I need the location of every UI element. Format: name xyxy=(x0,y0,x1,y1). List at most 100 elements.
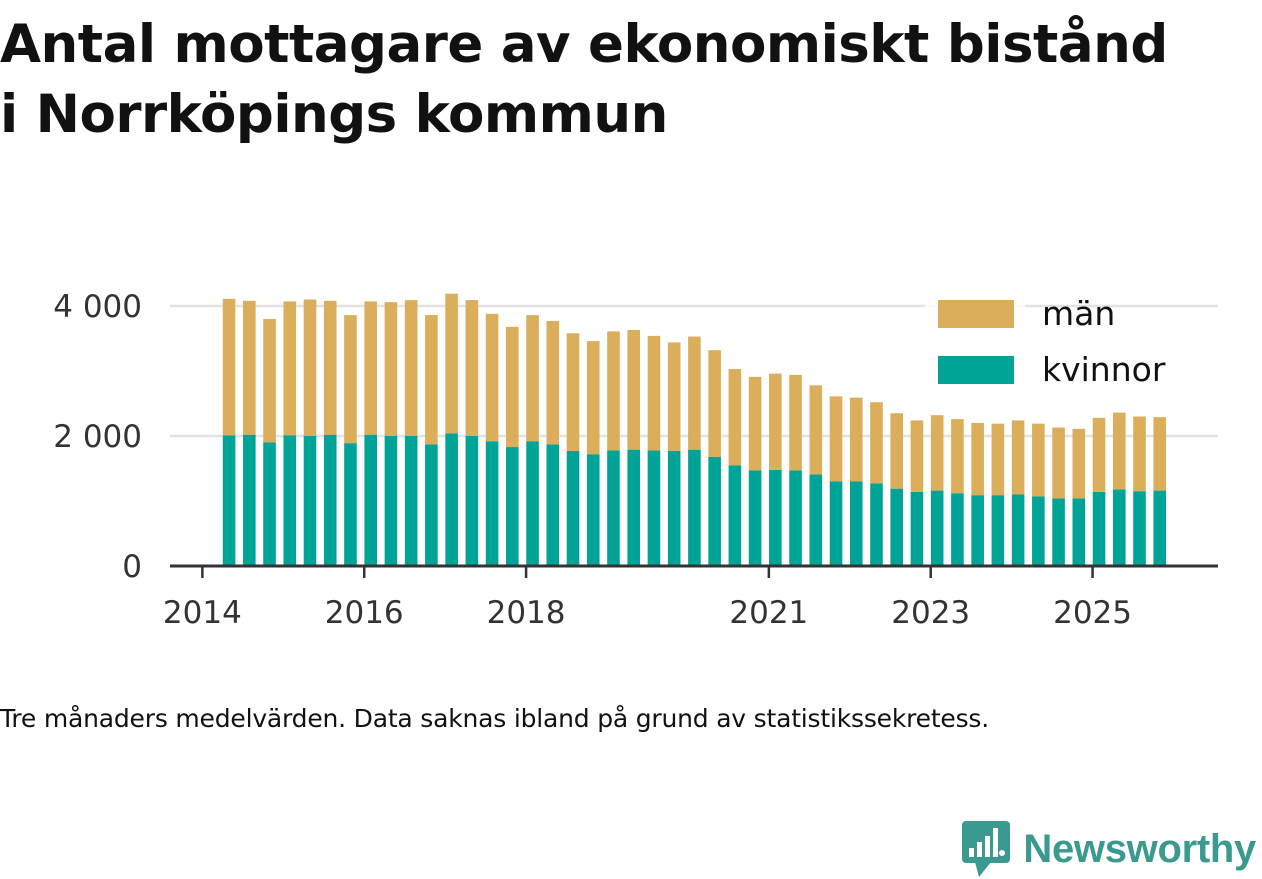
stacked-bar-chart: 0 2 000 4 000 2014 2016 2018 2021 2023 2025 män k… xyxy=(53,286,1218,631)
bar-man xyxy=(809,385,823,475)
brand-logo: Newsworthy xyxy=(961,819,1256,879)
legend-swatch-kvinnor xyxy=(938,356,1014,384)
bar-kvinnor xyxy=(870,483,883,566)
bar-man xyxy=(829,396,843,482)
bar-man xyxy=(425,315,438,445)
bar-man xyxy=(930,415,944,491)
bar-man xyxy=(769,373,782,470)
x-tick-label: 2018 xyxy=(487,595,566,631)
bar-kvinnor xyxy=(465,436,479,566)
bar-man xyxy=(526,315,539,442)
bar-kvinnor xyxy=(566,450,580,566)
bar-kvinnor xyxy=(506,447,519,566)
bar-kvinnor xyxy=(910,491,924,566)
bar-kvinnor xyxy=(1112,489,1126,566)
bar-kvinnor xyxy=(1072,498,1086,566)
bar-man xyxy=(1011,420,1025,495)
bar-kvinnor xyxy=(303,436,317,566)
y-tick-label: 2 000 xyxy=(53,419,142,455)
bar-kvinnor xyxy=(404,436,418,566)
bar-kvinnor xyxy=(323,434,337,566)
bar-man xyxy=(627,330,641,450)
bar-man xyxy=(384,302,398,436)
bar-man xyxy=(485,313,499,442)
bar-man xyxy=(465,300,479,436)
bar-man xyxy=(647,335,661,451)
legend-label: män xyxy=(1042,294,1115,333)
bar-kvinnor xyxy=(485,441,499,566)
bar-kvinnor xyxy=(688,449,701,566)
bar-kvinnor xyxy=(243,434,256,566)
bar-man xyxy=(323,300,337,435)
bar-man xyxy=(445,293,458,434)
bar-kvinnor xyxy=(445,433,458,566)
bar-man xyxy=(728,369,742,466)
bar-man xyxy=(971,423,984,496)
bar-kvinnor xyxy=(222,435,236,566)
bar-man xyxy=(849,397,863,482)
bar-kvinnor xyxy=(607,450,620,566)
bar-man xyxy=(586,341,600,455)
bar-kvinnor xyxy=(1092,491,1106,566)
legend-swatch-man xyxy=(938,300,1014,328)
x-tick-label: 2023 xyxy=(891,595,970,631)
bar-kvinnor xyxy=(991,495,1005,566)
x-tick-label: 2021 xyxy=(729,595,808,631)
bar-kvinnor xyxy=(263,442,276,566)
bar-man xyxy=(991,423,1005,496)
bar-kvinnor xyxy=(1011,494,1025,566)
bar-kvinnor xyxy=(586,454,600,566)
bar-kvinnor xyxy=(728,465,742,566)
bar-man xyxy=(748,376,762,471)
bar-kvinnor xyxy=(344,443,357,566)
y-tick-label: 0 xyxy=(122,549,142,585)
bar-man xyxy=(688,336,701,450)
bar-kvinnor xyxy=(930,490,944,566)
bar-man xyxy=(506,326,519,448)
bar-kvinnor xyxy=(809,474,823,566)
bar-kvinnor xyxy=(951,493,964,566)
bar-kvinnor xyxy=(971,495,984,566)
bar-man xyxy=(870,402,883,484)
footnote: Tre månaders medelvärden. Data saknas ib… xyxy=(0,704,989,733)
bar-kvinnor xyxy=(364,434,377,566)
bar-man xyxy=(667,342,681,451)
bar-kvinnor xyxy=(526,441,539,566)
bar-kvinnor xyxy=(1133,491,1146,566)
bar-kvinnor xyxy=(647,450,661,566)
bar-kvinnor xyxy=(283,435,297,566)
bar-man xyxy=(283,301,297,436)
bar-kvinnor xyxy=(890,488,904,566)
bar-kvinnor xyxy=(1052,498,1065,566)
bar-man xyxy=(1052,427,1065,499)
axes: 0 2 000 4 000 2014 2016 2018 2021 2023 2025 xyxy=(53,289,1218,631)
bar-man xyxy=(303,299,317,436)
bar-kvinnor xyxy=(384,436,398,566)
x-tick-label: 2016 xyxy=(325,595,404,631)
bar-man xyxy=(708,350,721,457)
bar-kvinnor xyxy=(829,481,843,566)
bar-man xyxy=(607,331,620,451)
bar-man xyxy=(890,413,904,489)
bar-kvinnor xyxy=(425,444,438,566)
bar-kvinnor xyxy=(769,469,782,566)
bar-man xyxy=(1072,428,1086,499)
bar-kvinnor xyxy=(789,470,802,566)
bar-man xyxy=(344,315,357,444)
bar-man xyxy=(263,319,276,443)
chart-title-line-1: Antal mottagare av ekonomiskt bistånd xyxy=(0,14,1168,75)
bar-kvinnor xyxy=(667,450,681,566)
bar-man xyxy=(1112,412,1126,490)
bar-man xyxy=(546,320,560,445)
chart-speech-bubble-icon xyxy=(962,821,1011,877)
chart-title: Antal mottagare av ekonomiskt bistånd i … xyxy=(0,10,1262,150)
bar-man xyxy=(789,374,802,471)
bar-man xyxy=(1153,417,1167,491)
legend-label: kvinnor xyxy=(1042,350,1166,389)
x-tick-label: 2025 xyxy=(1053,595,1132,631)
x-tick-label: 2014 xyxy=(163,595,242,631)
bar-kvinnor xyxy=(1032,496,1045,566)
bar-kvinnor xyxy=(849,481,863,566)
legend: män kvinnor xyxy=(925,286,1166,398)
bar-man xyxy=(243,300,256,435)
